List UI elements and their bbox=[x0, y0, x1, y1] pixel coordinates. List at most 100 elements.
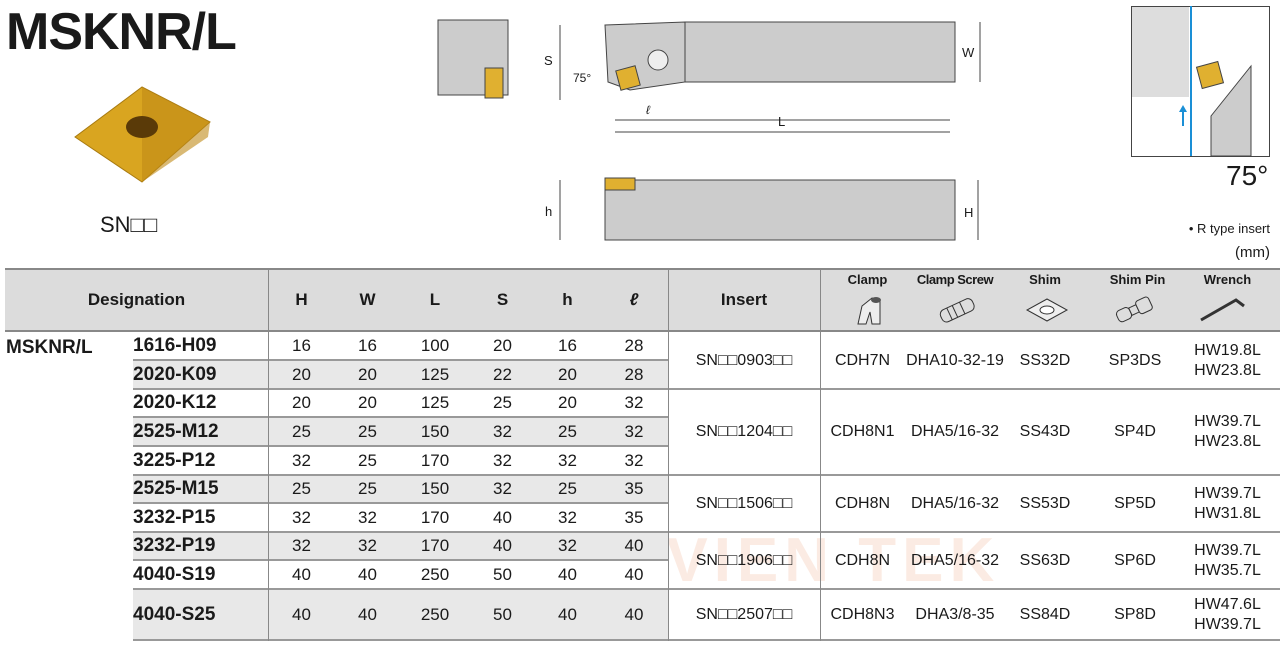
cell-S: 32 bbox=[493, 450, 512, 470]
insert-code-label: SN□□ bbox=[100, 212, 158, 237]
table-row: 2020-K12 20 20 125 25 20 32 bbox=[133, 390, 668, 418]
cell-h: 40 bbox=[558, 564, 577, 584]
header-H: H bbox=[295, 290, 308, 309]
cell-model: 4040-S19 bbox=[133, 563, 216, 585]
wrench-size: HW35.7L bbox=[1194, 561, 1261, 579]
cell-model: 2525-M12 bbox=[133, 420, 219, 442]
cell-H: 40 bbox=[292, 604, 311, 624]
cell-L: 250 bbox=[420, 604, 450, 624]
cell-H: 25 bbox=[292, 479, 311, 498]
cell-l: 32 bbox=[624, 450, 644, 470]
header-clamp-screw: Clamp Screw bbox=[916, 272, 994, 287]
part-group: SN□□1506□□ CDH8N DHA5/16-32 SS53D SP5D HW39.7… bbox=[668, 476, 1280, 533]
cell-H: 32 bbox=[292, 507, 311, 527]
cell-W: 20 bbox=[358, 364, 377, 384]
cell-h: 32 bbox=[558, 536, 577, 555]
cell-H: 20 bbox=[292, 393, 311, 412]
cell-clamp-screw: DHA5/16-32 bbox=[910, 551, 1000, 569]
cell-H: 20 bbox=[292, 364, 311, 384]
cell-insert: SN□□0903□□ bbox=[695, 351, 793, 369]
cell-S: 50 bbox=[493, 564, 512, 584]
cell-H: 25 bbox=[292, 421, 311, 441]
table-row: 2525-M12 25 25 150 32 25 32 bbox=[133, 418, 668, 447]
cell-W: 40 bbox=[358, 604, 377, 624]
divider bbox=[668, 268, 669, 641]
cell-insert: SN□□2507□□ bbox=[695, 605, 793, 623]
cell-h: 20 bbox=[558, 364, 577, 384]
header-S: S bbox=[496, 290, 509, 309]
table-row: 4040-S19 40 40 250 50 40 40 bbox=[133, 561, 668, 590]
cell-clamp: CDH8N bbox=[834, 494, 891, 512]
cell-clamp-screw: DHA10-32-19 bbox=[906, 351, 1004, 369]
cell-L: 150 bbox=[420, 479, 450, 498]
header-clamp: Clamp bbox=[847, 272, 888, 287]
table-row: 3232-P19 32 32 170 40 32 40 bbox=[133, 533, 668, 561]
cell-l: 35 bbox=[624, 507, 644, 527]
cell-l: 28 bbox=[624, 336, 644, 355]
part-group: SN□□1204□□ CDH8N1 DHA5/16-32 SS43D SP4D HW39.… bbox=[668, 390, 1280, 476]
cell-W: 20 bbox=[358, 393, 377, 412]
cell-clamp: CDH7N bbox=[834, 351, 891, 369]
cell-clamp: CDH8N3 bbox=[830, 605, 895, 623]
header-W: W bbox=[359, 290, 376, 309]
shim-pin-icon bbox=[1115, 296, 1153, 323]
cell-l: 32 bbox=[624, 421, 644, 441]
cell-h: 40 bbox=[558, 604, 577, 624]
cell-model: 3232-P19 bbox=[133, 535, 216, 556]
cell-L: 170 bbox=[420, 507, 450, 527]
dim-L-label: L bbox=[778, 114, 786, 129]
cell-L: 125 bbox=[420, 364, 450, 384]
cell-shim: SS63D bbox=[1019, 551, 1071, 569]
cell-L: 250 bbox=[420, 564, 450, 584]
cell-shim-pin: SP8D bbox=[1114, 605, 1156, 623]
shim-icon bbox=[1025, 298, 1069, 322]
cell-model: 4040-S25 bbox=[133, 603, 216, 625]
approach-angle-diagram bbox=[1131, 6, 1270, 157]
cell-h: 25 bbox=[558, 479, 577, 498]
cell-S: 22 bbox=[493, 364, 512, 384]
cell-S: 32 bbox=[493, 479, 512, 498]
cell-wrench: HW39.7L HW31.8L bbox=[1175, 476, 1280, 531]
dim-s-label: S bbox=[544, 53, 553, 68]
header-insert: Insert bbox=[720, 290, 768, 309]
cell-L: 125 bbox=[420, 393, 450, 412]
cell-clamp: CDH8N bbox=[834, 551, 891, 569]
wrench-size: HW19.8L bbox=[1194, 341, 1261, 359]
cell-h: 32 bbox=[558, 507, 577, 527]
cell-wrench: HW39.7L HW35.7L bbox=[1175, 533, 1280, 588]
family-label: MSKNR/L bbox=[6, 337, 93, 358]
table-row: 3225-P12 32 25 170 32 32 32 bbox=[133, 447, 668, 476]
cell-L: 170 bbox=[420, 450, 450, 470]
cell-W: 25 bbox=[358, 421, 377, 441]
page-title: MSKNR/L bbox=[6, 3, 237, 61]
approach-angle-label: 75° bbox=[1226, 160, 1269, 191]
part-group: SN□□0903□□ CDH7N DHA10-32-19 SS32D SP3DS HW19… bbox=[668, 333, 1280, 390]
part-group: SN□□1906□□ CDH8N DHA5/16-32 SS63D SP6D HW39.7… bbox=[668, 533, 1280, 590]
cell-l: 35 bbox=[624, 479, 644, 498]
cell-shim: SS53D bbox=[1019, 494, 1071, 512]
cell-S: 25 bbox=[493, 393, 512, 412]
header-shim-pin: Shim Pin bbox=[1109, 272, 1166, 287]
cell-l: 40 bbox=[624, 604, 644, 624]
r-type-note: • R type insert bbox=[1188, 221, 1270, 236]
cell-model: 1616-H09 bbox=[133, 335, 217, 356]
cell-clamp-screw: DHA3/8-35 bbox=[915, 605, 995, 623]
cell-wrench: HW47.6L HW39.7L bbox=[1175, 590, 1280, 639]
table-header bbox=[5, 268, 1280, 332]
divider bbox=[268, 268, 269, 641]
header-designation: Designation bbox=[87, 290, 186, 309]
wrench-size: HW23.8L bbox=[1194, 361, 1261, 379]
cell-l: 40 bbox=[624, 536, 644, 555]
cell-model: 2020-K12 bbox=[133, 392, 217, 413]
wrench-size: HW39.7L bbox=[1194, 541, 1261, 559]
cell-S: 40 bbox=[493, 507, 512, 527]
cell-model: 3232-P15 bbox=[133, 506, 216, 528]
clamp-icon bbox=[857, 297, 881, 325]
table-row: 1616-H09 16 16 100 20 16 28 bbox=[133, 333, 668, 361]
cell-l: 40 bbox=[624, 564, 644, 584]
cell-H: 32 bbox=[292, 450, 311, 470]
cell-shim-pin: SP3DS bbox=[1108, 351, 1162, 369]
divider bbox=[820, 268, 821, 641]
cell-clamp: CDH8N1 bbox=[830, 423, 895, 440]
wrench-size: HW47.6L bbox=[1194, 595, 1261, 613]
